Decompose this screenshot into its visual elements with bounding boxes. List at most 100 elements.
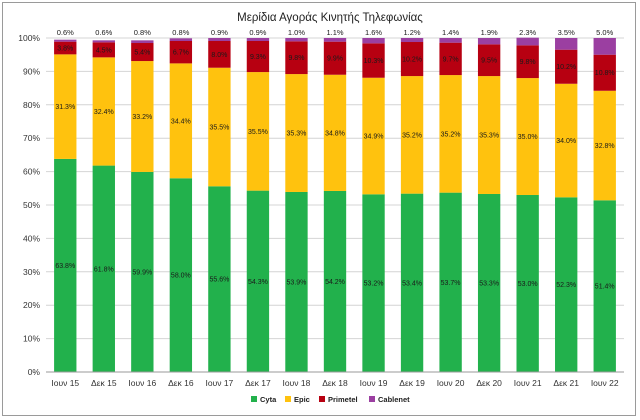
data-label: 35.3% xyxy=(479,133,499,140)
data-label: 1.4% xyxy=(442,28,459,37)
y-tick-label: 80% xyxy=(23,100,40,110)
legend-swatch-cyta xyxy=(251,396,257,402)
data-label: 9.5% xyxy=(481,58,497,65)
y-tick-label: 0% xyxy=(28,367,41,377)
data-label: 9.8% xyxy=(288,55,304,62)
data-label: 5.4% xyxy=(134,50,150,57)
bar-segment-cyta xyxy=(285,191,308,372)
bar-segment-epic xyxy=(439,75,462,193)
data-label: 55.6% xyxy=(209,277,229,284)
y-tick-label: 20% xyxy=(23,300,40,310)
bar-segment-primetel xyxy=(92,42,115,58)
data-label: 35.2% xyxy=(402,132,422,139)
bar-segment-epic xyxy=(208,67,231,187)
data-label: 1.6% xyxy=(365,28,382,37)
data-label: 35.5% xyxy=(209,125,229,132)
data-label: 1.1% xyxy=(326,28,343,37)
bar-segment-epic xyxy=(555,83,578,198)
data-label: 34.0% xyxy=(556,138,576,145)
data-label: 8.0% xyxy=(211,52,227,59)
y-tick-label: 60% xyxy=(23,167,40,177)
bar-segment-primetel xyxy=(285,41,308,75)
data-label: 0.9% xyxy=(249,28,266,37)
bar-segment-primetel xyxy=(516,45,539,79)
x-category-label: Ιουν 18 xyxy=(283,378,311,388)
bar-segment-cablenet xyxy=(92,40,115,43)
legend-label-epic: Epic xyxy=(294,395,310,404)
x-category-label: Ιουν 16 xyxy=(128,378,156,388)
data-label: 34.9% xyxy=(364,134,384,141)
data-label: 10.2% xyxy=(556,64,576,71)
y-tick-label: 40% xyxy=(23,233,40,243)
bar-segment-primetel xyxy=(246,41,270,73)
bar-segment-epic xyxy=(246,72,270,191)
bar-segment-epic xyxy=(516,78,539,195)
bar-segment-primetel xyxy=(439,42,462,76)
bar-segment-cablenet xyxy=(516,37,539,46)
data-label: 61.8% xyxy=(94,266,114,273)
data-label: 10.3% xyxy=(364,58,384,65)
bar-segment-epic xyxy=(169,63,193,179)
bar-segment-cablenet xyxy=(208,38,231,42)
data-label: 33.2% xyxy=(132,114,152,121)
legend-label-cablenet: Cablenet xyxy=(378,395,410,404)
bar-segment-cablenet xyxy=(362,38,385,44)
bar-segment-epic xyxy=(323,74,347,191)
x-category-label: Ιουν 22 xyxy=(591,378,619,388)
data-label: 63.8% xyxy=(55,263,75,270)
data-label: 10.8% xyxy=(595,70,615,77)
data-label: 3.5% xyxy=(558,28,575,37)
legend-label-primetel: Primetel xyxy=(328,395,358,404)
data-label: 53.3% xyxy=(479,280,499,287)
y-tick-label: 50% xyxy=(23,200,40,210)
bar-segment-cyta xyxy=(169,178,193,372)
bar-segment-epic xyxy=(92,57,115,166)
data-label: 2.3% xyxy=(519,28,536,37)
bar-segment-primetel xyxy=(323,41,347,75)
x-category-label: Ιουν 21 xyxy=(514,378,542,388)
data-label: 35.0% xyxy=(518,134,538,141)
data-label: 35.3% xyxy=(287,131,307,138)
bar-segment-cyta xyxy=(362,194,385,372)
bar-segment-cablenet xyxy=(555,38,578,50)
bar-segment-cyta xyxy=(246,190,270,372)
data-label: 1.2% xyxy=(404,28,421,37)
x-category-label: Δεκ 19 xyxy=(399,378,425,388)
x-axis-categories: Ιουν 15 Δεκ 15 Ιουν 16 Δεκ 16 Ιουν 17 Δεκ 17 Ι… xyxy=(51,378,619,388)
data-label: 34.4% xyxy=(171,118,191,125)
data-label: 9.3% xyxy=(250,54,266,61)
bar-segment-cyta xyxy=(323,190,347,372)
bar-segment-primetel xyxy=(400,42,424,77)
bar-segment-primetel xyxy=(555,49,578,84)
x-category-label: Δεκ 21 xyxy=(553,378,579,388)
legend: Cyta Epic Primetel Cablenet xyxy=(251,395,410,404)
data-label: 10.2% xyxy=(402,57,422,64)
x-category-label: Ιουν 15 xyxy=(51,378,79,388)
bar-segment-cablenet xyxy=(169,38,193,42)
legend-label-cyta: Cyta xyxy=(260,395,277,404)
bar-segment-cablenet xyxy=(54,39,77,42)
data-label: 9.8% xyxy=(520,59,536,66)
data-label: 32.4% xyxy=(94,109,114,116)
data-label: 58.0% xyxy=(171,273,191,280)
bar-segment-epic xyxy=(593,90,616,201)
bar-segment-primetel xyxy=(362,43,385,78)
data-label: 0.6% xyxy=(95,28,112,37)
data-label: 4.5% xyxy=(96,47,112,54)
bar-segment-cablenet xyxy=(131,40,154,44)
data-label: 9.7% xyxy=(443,56,459,63)
bar-segment-primetel xyxy=(477,44,501,77)
y-tick-label: 30% xyxy=(23,267,40,277)
bar-segment-cablenet xyxy=(439,38,462,43)
bar-segment-cyta xyxy=(477,193,501,372)
legend-swatch-primetel xyxy=(319,396,325,402)
data-label: 0.9% xyxy=(211,28,228,37)
data-label: 3.8% xyxy=(57,46,73,53)
data-label: 52.3% xyxy=(556,282,576,289)
bar-segment-cyta xyxy=(131,171,154,372)
x-category-label: Δεκ 15 xyxy=(91,378,117,388)
x-category-label: Δεκ 18 xyxy=(322,378,348,388)
y-tick-label: 90% xyxy=(23,66,40,76)
data-label: 1.9% xyxy=(481,28,498,37)
